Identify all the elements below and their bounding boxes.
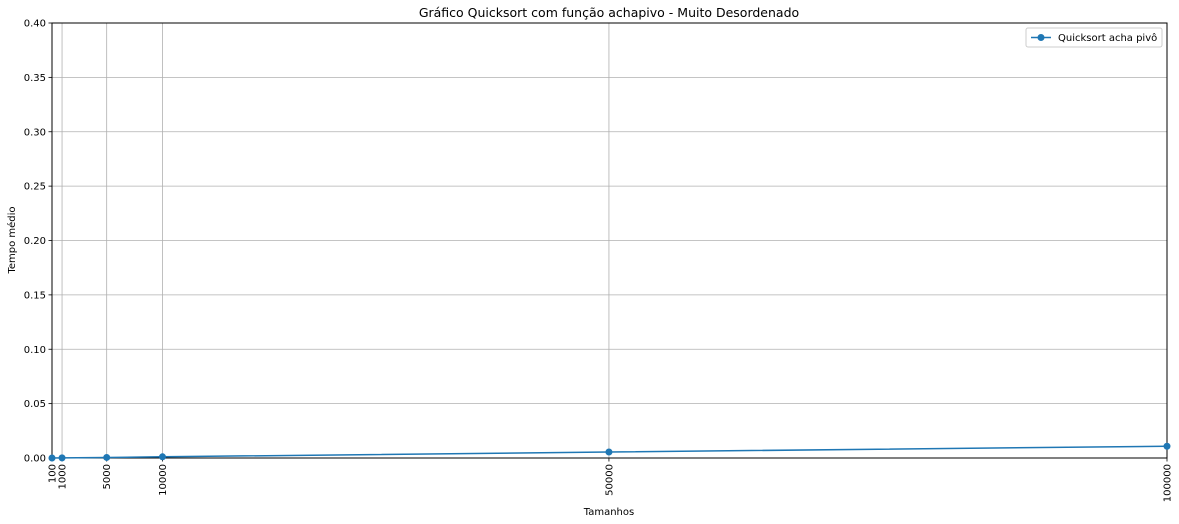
legend: Quicksort acha pivô <box>1025 27 1163 48</box>
y-tick-label: 0.10 <box>24 345 46 356</box>
y-tick-label: 0.20 <box>24 236 46 247</box>
x-tick-label: 100000 <box>1163 464 1174 502</box>
y-axis-ticks: 0.00 0.05 0.10 0.15 0.20 0.25 0.30 0.35 0.40 <box>24 19 52 465</box>
legend-box <box>1025 27 1163 48</box>
grid <box>51 22 1168 459</box>
y-tick-label: 0.25 <box>24 182 46 193</box>
chart-title: Gráfico Quicksort com função achapivo - … <box>419 5 799 20</box>
legend-marker <box>1037 34 1045 41</box>
x-tick-label: 50000 <box>604 464 615 496</box>
y-tick-label: 0.15 <box>24 290 46 301</box>
y-tick-label: 0.00 <box>24 454 46 465</box>
y-tick-label: 0.35 <box>24 73 46 84</box>
data-point <box>103 453 111 461</box>
x-tick-label: 10000 <box>158 464 169 496</box>
y-axis-label: Tempo médio <box>6 206 18 274</box>
data-point <box>58 454 66 462</box>
data-point <box>1163 442 1171 450</box>
data-point <box>48 454 56 462</box>
x-tick-label: 5000 <box>102 464 113 489</box>
x-tick-label: 1000 <box>58 464 69 489</box>
data-point <box>158 453 166 461</box>
series-layer <box>48 442 1171 462</box>
x-axis-label: Tamanhos <box>583 507 634 518</box>
y-tick-label: 0.05 <box>24 399 46 410</box>
legend-label: Quicksort acha pivô <box>1058 32 1157 44</box>
y-tick-label: 0.40 <box>24 19 46 30</box>
x-tick-label: 100 <box>48 464 59 483</box>
data-point <box>605 448 613 456</box>
y-tick-label: 0.30 <box>24 127 46 138</box>
